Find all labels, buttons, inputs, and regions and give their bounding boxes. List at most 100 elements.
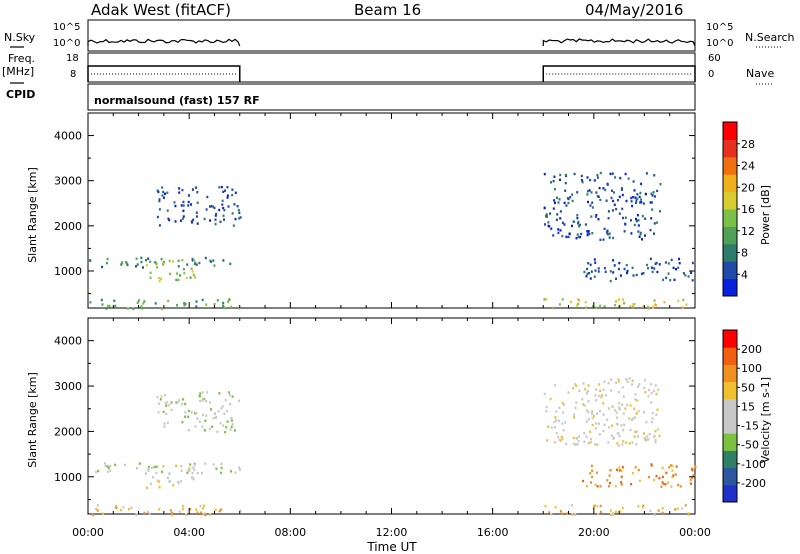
colorbar-swatch [723, 261, 737, 280]
echo-cell [614, 176, 617, 179]
echo-cell [605, 199, 608, 202]
echo-cell [597, 512, 600, 516]
echo-cell [611, 189, 613, 192]
echo-cell [106, 261, 108, 265]
echo-cell [631, 379, 634, 382]
echo-cell [221, 199, 224, 202]
echo-cell [587, 411, 590, 414]
echo-cell [162, 410, 165, 414]
echo-cell [687, 275, 690, 278]
echo-cell [614, 484, 617, 488]
echo-cell [608, 426, 611, 429]
nsky-label: N.Sky [4, 31, 36, 44]
echo-cell [176, 304, 179, 307]
echo-cell [636, 197, 639, 200]
echo-cell [149, 482, 152, 485]
echo-cell [545, 410, 548, 413]
echo-cell [587, 230, 590, 233]
echo-cell [561, 401, 564, 405]
echo-cell [621, 466, 624, 469]
echo-cell [682, 272, 685, 275]
echo-cell [161, 194, 164, 197]
echo-cell [646, 435, 649, 438]
echo-cell [156, 266, 158, 269]
echo-cell [595, 399, 598, 402]
echo-cell [205, 303, 208, 306]
echo-cell [140, 260, 143, 264]
echo-cell [193, 464, 196, 467]
echo-cell [191, 476, 194, 480]
echo-cell [172, 484, 175, 487]
echo-cell [605, 231, 608, 234]
nave-tick-low: 0 [708, 69, 715, 80]
echo-cell [653, 267, 656, 270]
echo-cell [580, 179, 583, 182]
echo-cell [560, 435, 563, 439]
echo-cell [580, 174, 583, 178]
echo-cell [157, 190, 160, 194]
echo-cell [576, 233, 579, 236]
echo-cell [231, 212, 234, 215]
echo-cell [619, 304, 622, 308]
echo-cell [239, 468, 241, 471]
echo-cell [214, 222, 217, 226]
echo-cell [140, 305, 143, 308]
echo-cell [130, 506, 133, 509]
echo-cell [654, 429, 657, 433]
echo-cell [621, 506, 624, 510]
echo-cell [610, 469, 613, 472]
echo-cell [106, 465, 109, 468]
echo-cell [179, 219, 182, 222]
echo-cell [595, 471, 598, 474]
echo-cell [634, 196, 637, 199]
echo-cell [602, 402, 605, 405]
colorbar-swatch [723, 226, 737, 245]
small-panels-group [10, 38, 782, 85]
echo-cell [650, 401, 653, 404]
echo-cell [599, 198, 602, 202]
velocity-panel-frame [87, 317, 696, 515]
echo-cell [681, 507, 683, 510]
echo-cell [589, 441, 592, 444]
echo-cell [595, 388, 598, 391]
echo-cell [222, 301, 225, 305]
echo-cell [230, 419, 233, 422]
echo-cell [106, 257, 109, 261]
echo-cell [543, 392, 546, 396]
echo-cell [234, 217, 237, 221]
cpid-panel-frame [87, 83, 696, 111]
echo-cell [597, 267, 600, 270]
echo-cell [606, 229, 609, 232]
echo-cell [590, 270, 593, 273]
echo-cell [611, 405, 614, 408]
echo-cell [615, 207, 618, 211]
colorbar-tick-label: 50 [741, 381, 755, 394]
echo-cell [219, 220, 222, 223]
echo-cell [135, 265, 137, 268]
echo-cell [635, 199, 638, 202]
echo-cell [599, 510, 602, 514]
echo-cell [649, 383, 652, 386]
echo-cell [595, 306, 598, 309]
echo-cell [178, 187, 181, 190]
echo-cell [177, 265, 180, 268]
echo-cell [88, 259, 91, 262]
echo-cell [181, 217, 184, 220]
echo-cell [136, 466, 138, 470]
echo-cell [181, 258, 184, 262]
echo-cell [604, 394, 607, 397]
echo-cell [214, 218, 217, 221]
echo-cell [238, 307, 241, 310]
echo-cell [614, 510, 617, 513]
echo-cell [625, 264, 628, 267]
echo-cell [562, 429, 565, 432]
echo-cell [220, 185, 223, 189]
echo-cell [636, 193, 639, 196]
echo-cell [566, 512, 569, 515]
nave-tick-high: 60 [708, 53, 721, 64]
colorbar-swatch [723, 364, 737, 383]
echo-cell [632, 303, 635, 306]
echo-cell [238, 217, 241, 220]
echo-cell [190, 267, 193, 270]
colorbar-swatch [723, 347, 737, 365]
